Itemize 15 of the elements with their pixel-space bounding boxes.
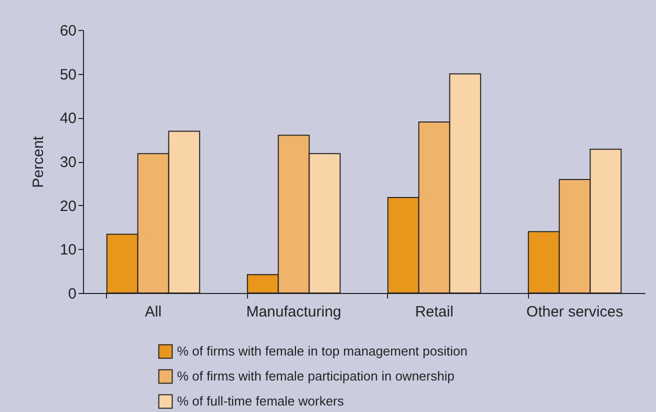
y-tick-label: 10 (60, 242, 76, 259)
x-tick-label: Retail (415, 304, 454, 320)
legend-label: % of full-time female workers (177, 394, 344, 408)
y-tick-label: 60 (60, 22, 76, 40)
y-tick-label: 50 (60, 66, 76, 84)
legend-label: % of firms with female participation in ownership (177, 368, 454, 384)
y-tick-label: 0 (68, 286, 76, 302)
x-tick-label: Manufacturing (246, 304, 342, 320)
x-tick-label: All (144, 304, 162, 320)
y-tick-label: 20 (60, 198, 76, 215)
legend-label: % of firms with female in top management position (177, 344, 468, 358)
y-axis-title: Percent (30, 135, 47, 188)
y-tick-label: 40 (60, 110, 76, 128)
y-tick-label: 30 (60, 154, 76, 171)
x-tick-label: Other services (526, 304, 624, 320)
